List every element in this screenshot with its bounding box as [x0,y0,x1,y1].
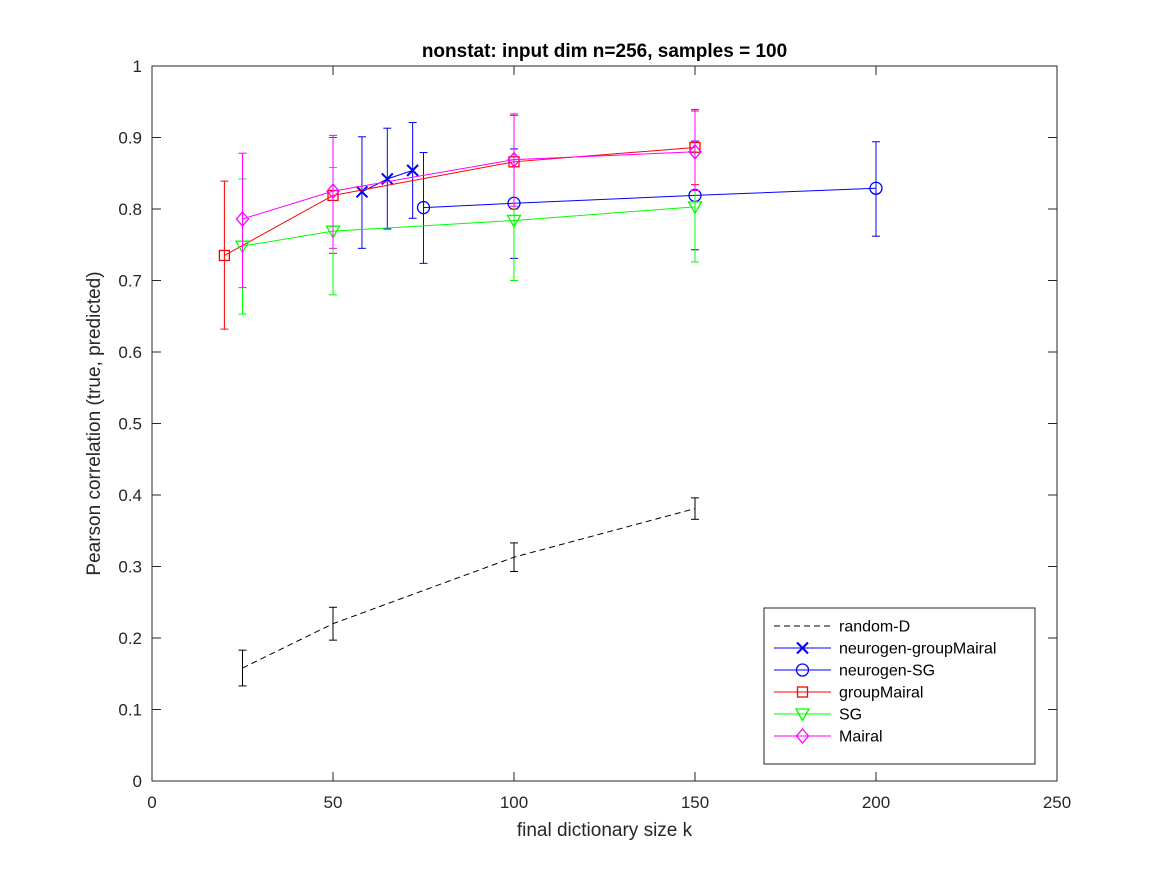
data-point-sg [506,214,522,229]
y-tick-label: 0.4 [118,486,142,505]
ticks-layer: 0 50 100 150 200 250 0 0.1 0.2 0.3 0.4 0.5 0.6 0.7 0.8… [118,57,1071,812]
x-tick-label: 250 [1043,793,1071,812]
series-line-mairal [242,151,696,220]
y-tick-label: 0.6 [118,343,142,362]
legend-label-groupmairal: groupMairal [839,685,923,702]
series-line-random-d [242,508,696,669]
legend-marker-neurogen-groupmairal [796,641,809,655]
data-point-mairal [326,183,340,200]
series-sg [234,151,703,315]
chart-title: nonstat: input dim n=256, samples = 100 [422,41,787,62]
series-random-d [238,497,699,687]
legend-marker-neurogen-sg [795,663,810,677]
y-tick-label: 1 [133,57,142,76]
data-point-neurogen-groupmairal [355,185,369,199]
data-point-mairal [688,143,702,160]
x-tick-label: 0 [147,793,156,812]
data-point-neurogen-sg [869,181,883,195]
x-axis-label: final dictionary size k [517,820,693,841]
y-tick-label: 0.7 [118,272,142,291]
legend-entries: random-D neurogen-groupMairal neurogen-SG g… [774,619,996,746]
legend-label-mairal: Mairal [839,729,883,746]
x-tick-label: 50 [324,793,343,812]
series-neurogen-groupmairal [355,121,419,249]
data-point-mairal [507,151,521,168]
y-tick-label: 0.2 [118,629,142,648]
data-point-neurogen-groupmairal [406,164,419,177]
legend-marker-sg [794,708,811,722]
legend: random-D neurogen-groupMairal neurogen-SG g… [763,607,1036,765]
legend-label-sg: SG [839,707,862,724]
data-point-groupmairal [218,249,231,262]
x-tick-label: 150 [681,793,709,812]
y-tick-label: 0.8 [118,200,142,219]
y-tick-label: 0.5 [118,415,142,434]
legend-marker-neurogen-groupmairal-stroke [796,641,809,655]
x-tick-label: 200 [862,793,890,812]
series-groupmairal [218,109,701,330]
y-axis-label: Pearson correlation (true, predicted) [84,271,105,575]
data-point-sg [687,201,703,215]
data-point-neurogen-groupmairal-stroke [355,185,369,199]
data-point-mairal [235,211,250,228]
legend-label-neurogen-groupmairal: neurogen-groupMairal [839,641,996,658]
legend-label-neurogen-sg: neurogen-SG [839,663,935,680]
data-point-neurogen-sg [416,200,431,215]
y-tick-label: 0.1 [118,701,142,720]
legend-marker-groupmairal [796,686,809,698]
data-layer [218,109,883,687]
series-line-groupmairal [224,147,696,256]
x-tick-label: 100 [500,793,528,812]
series-neurogen-sg [416,140,883,264]
y-tick-label: 0.3 [118,558,142,577]
legend-marker-mairal [795,728,810,744]
series-line-neurogen-sg [423,187,877,209]
legend-box [763,607,1036,765]
y-tick-label: 0 [133,772,142,791]
series-line-sg [242,206,696,247]
legend-label-random-d: random-D [839,619,910,636]
series-mairal [235,110,702,289]
y-tick-label: 0.9 [118,129,142,148]
data-point-neurogen-groupmairal-stroke [406,164,419,177]
